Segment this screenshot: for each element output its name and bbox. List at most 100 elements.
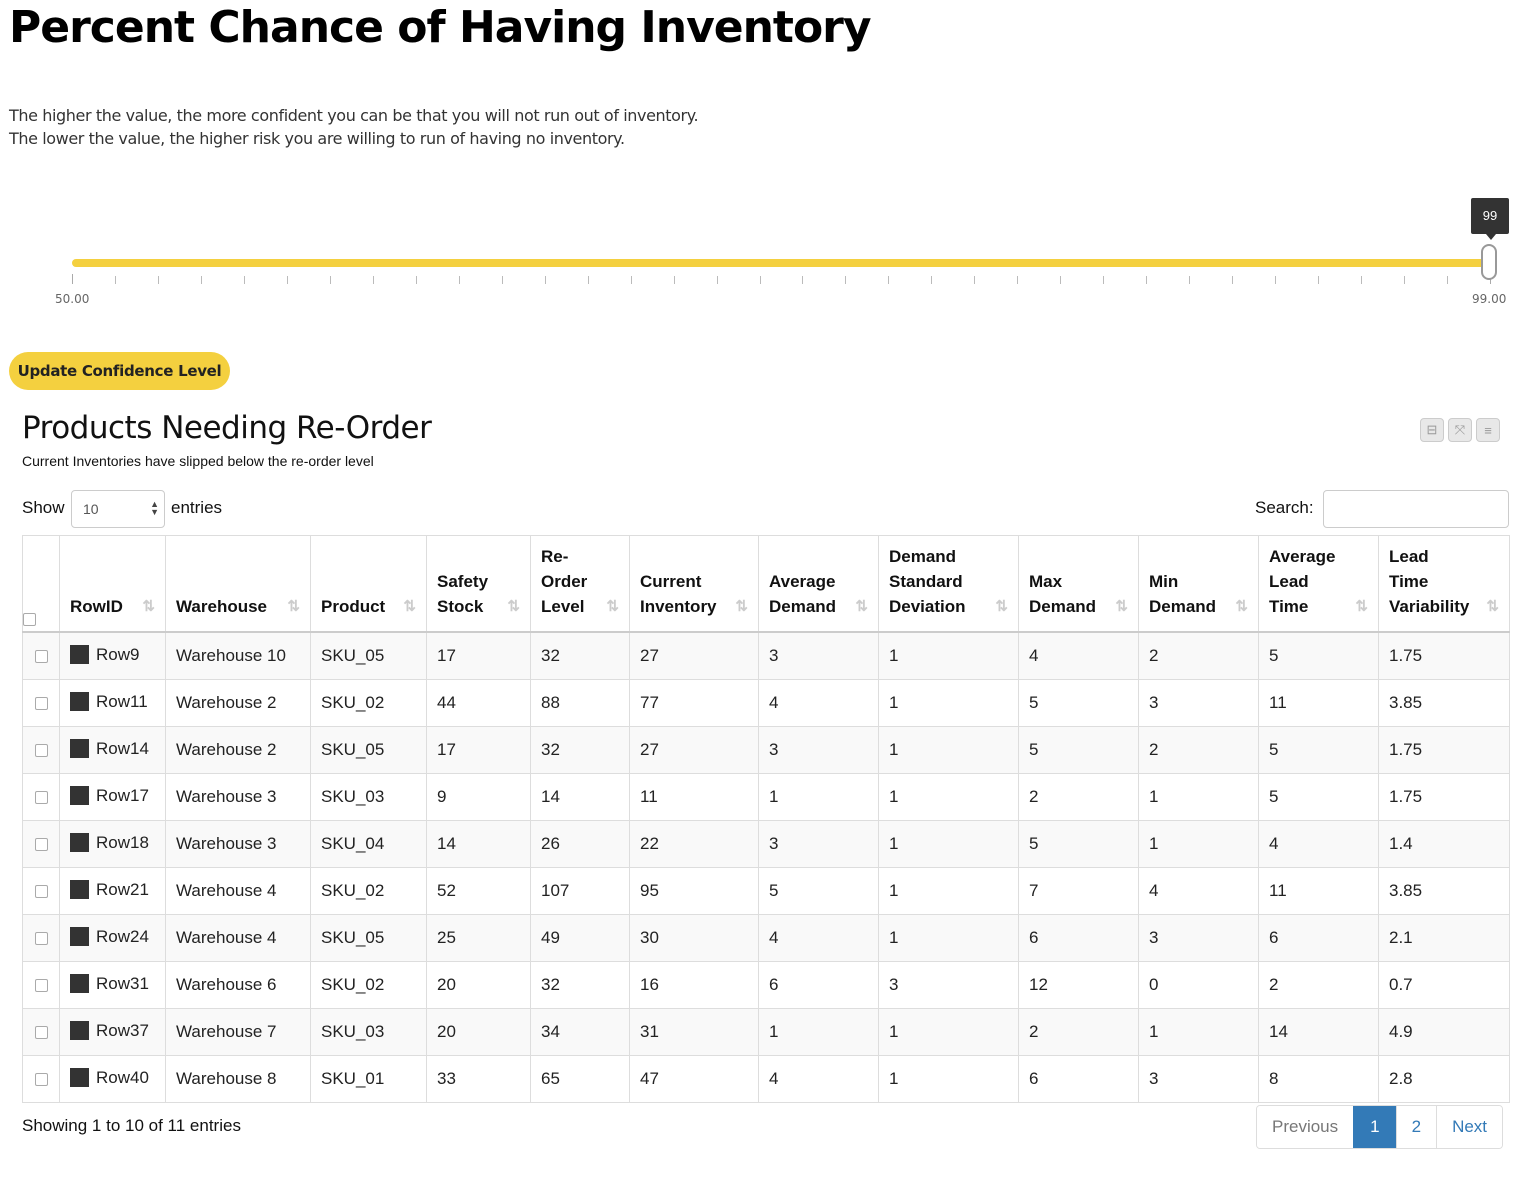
cell-value: Row37 — [96, 1021, 149, 1041]
cell-min-demand: 1 — [1138, 1007, 1259, 1056]
row-color-swatch — [70, 1067, 89, 1087]
page-button-1[interactable]: 1 — [1353, 1106, 1396, 1148]
sort-icon[interactable]: ⇅ — [606, 597, 619, 615]
row-checkbox[interactable] — [34, 649, 48, 663]
select-all-checkbox[interactable] — [23, 612, 36, 626]
sort-icon[interactable]: ⇅ — [142, 597, 155, 615]
row-checkbox[interactable] — [34, 1072, 48, 1086]
table-row[interactable]: Row31 Warehouse 6 SKU_02 20 32 16 6 3 12 0 2 0.7 — [22, 960, 1510, 1009]
cell-value: 107 — [541, 880, 570, 900]
row-checkbox[interactable] — [34, 790, 48, 804]
table-row[interactable]: Row21 Warehouse 4 SKU_02 52 107 95 5 1 7 4 11 3.85 — [22, 866, 1510, 915]
column-header-min-demand[interactable]: Min Demand ⇅ — [1138, 535, 1259, 633]
slider-tick — [888, 276, 889, 284]
table-row[interactable]: Row24 Warehouse 4 SKU_05 25 49 30 4 1 6 3 6 2.1 — [22, 913, 1510, 962]
row-checkbox[interactable] — [34, 978, 48, 992]
cell-reorder-level: 32 — [530, 725, 630, 774]
row-select-cell — [22, 819, 60, 868]
cell-safety-stock: 9 — [426, 772, 531, 821]
sort-icon[interactable]: ⇅ — [1115, 597, 1128, 615]
cell-avg-lead-time: 6 — [1258, 913, 1379, 962]
sort-icon[interactable]: ⇅ — [1235, 597, 1248, 615]
column-header-current-inventory[interactable]: Current Inventory ⇅ — [629, 535, 759, 633]
sort-icon[interactable]: ⇅ — [287, 597, 300, 615]
table-row[interactable]: Row18 Warehouse 3 SKU_04 14 26 22 3 1 5 1 4 1.4 — [22, 819, 1510, 868]
column-header-safety-stock[interactable]: Safety Stock ⇅ — [426, 535, 531, 633]
sort-icon[interactable]: ⇅ — [1486, 597, 1499, 615]
cell-value: 3.85 — [1389, 880, 1423, 900]
cell-average-demand: 4 — [758, 913, 879, 962]
row-checkbox[interactable] — [34, 696, 48, 710]
cell-value: 95 — [640, 880, 659, 900]
row-select-cell — [22, 1054, 60, 1103]
column-header-average-demand[interactable]: Average Demand ⇅ — [758, 535, 879, 633]
cell-value: Row24 — [96, 927, 149, 947]
table-row[interactable]: Row11 Warehouse 2 SKU_02 44 88 77 4 1 5 3 11 3.85 — [22, 678, 1510, 727]
column-header-max-demand[interactable]: Max Demand ⇅ — [1018, 535, 1139, 633]
table-body: Row9 Warehouse 10 SKU_05 17 32 27 3 1 4 2 5 1.75 Row… — [22, 631, 1510, 1103]
expand-icon[interactable]: ⤧ — [1448, 418, 1472, 442]
cell-value: 1 — [889, 645, 899, 665]
column-header-lead-time-var[interactable]: Lead Time Variability ⇅ — [1378, 535, 1510, 633]
row-checkbox[interactable] — [34, 1025, 48, 1039]
entries-length-select[interactable]: 10 ▲ ▼ — [71, 490, 165, 528]
row-checkbox[interactable] — [34, 931, 48, 945]
table-row[interactable]: Row37 Warehouse 7 SKU_03 20 34 31 1 1 2 1 14 4.9 — [22, 1007, 1510, 1056]
row-checkbox[interactable] — [34, 884, 48, 898]
column-header-demand-std[interactable]: Demand Standard Deviation ⇅ — [878, 535, 1019, 633]
sort-icon[interactable]: ⇅ — [735, 597, 748, 615]
row-select-cell — [22, 866, 60, 915]
confidence-slider[interactable]: 99 50.00 99.00 — [0, 190, 1536, 320]
cell-value: 52 — [437, 880, 456, 900]
slider-track[interactable] — [72, 259, 1490, 267]
cell-value: 11 — [1269, 692, 1287, 712]
cell-value: 1 — [889, 1021, 899, 1041]
table-row[interactable]: Row14 Warehouse 2 SKU_05 17 32 27 3 1 5 2 5 1.75 — [22, 725, 1510, 774]
cell-demand-std: 1 — [878, 913, 1019, 962]
column-header-label: Variability — [1389, 596, 1470, 616]
cell-value: 4.9 — [1389, 1021, 1413, 1041]
slider-tick — [201, 276, 202, 284]
menu-icon[interactable]: ≡ — [1476, 418, 1500, 442]
slider-handle[interactable] — [1481, 244, 1497, 280]
sort-icon[interactable]: ⇅ — [1355, 597, 1368, 615]
sort-icon[interactable]: ⇅ — [855, 597, 868, 615]
description-line-1: The higher the value, the more confident… — [9, 106, 699, 125]
column-header-reorder-level[interactable]: Re- Order Level ⇅ — [530, 535, 630, 633]
cell-value: Warehouse 7 — [176, 1021, 277, 1041]
column-header-rowid[interactable]: RowID ⇅ — [59, 535, 166, 633]
cell-lead-time-var: 2.8 — [1378, 1054, 1510, 1103]
cell-value: Warehouse 2 — [176, 692, 277, 712]
column-header-label: Average — [1269, 546, 1336, 566]
table-row[interactable]: Row40 Warehouse 8 SKU_01 33 65 47 4 1 6 3 8 2.8 — [22, 1054, 1510, 1103]
column-header-warehouse[interactable]: Warehouse ⇅ — [165, 535, 311, 633]
sort-icon[interactable]: ⇅ — [995, 597, 1008, 615]
table-row[interactable]: Row9 Warehouse 10 SKU_05 17 32 27 3 1 4 2 5 1.75 — [22, 631, 1510, 680]
cell-demand-std: 1 — [878, 1054, 1019, 1103]
sort-icon[interactable]: ⇅ — [403, 597, 416, 615]
row-color-swatch — [70, 691, 89, 711]
row-checkbox[interactable] — [34, 743, 48, 757]
table-row[interactable]: Row17 Warehouse 3 SKU_03 9 14 11 1 1 2 1 5 1.75 — [22, 772, 1510, 821]
cell-value: Row40 — [96, 1068, 149, 1088]
update-confidence-button[interactable]: Update Confidence Level — [9, 352, 230, 390]
column-header-label: Stock — [437, 596, 484, 616]
minimize-icon[interactable]: ⊟ — [1420, 418, 1444, 442]
search-input[interactable] — [1323, 490, 1509, 528]
slider-tick — [1103, 276, 1104, 284]
cell-value: 4 — [1029, 645, 1039, 665]
cell-warehouse: Warehouse 6 — [165, 960, 311, 1009]
cell-value: SKU_03 — [321, 1021, 385, 1041]
column-header-product[interactable]: Product ⇅ — [310, 535, 427, 633]
page-button-next[interactable]: Next — [1436, 1106, 1503, 1148]
cell-product: SKU_01 — [310, 1054, 427, 1103]
cell-rowid: Row11 — [59, 678, 166, 727]
column-header-label: Min — [1149, 571, 1179, 591]
cell-demand-std: 1 — [878, 725, 1019, 774]
page-button-2[interactable]: 2 — [1395, 1106, 1437, 1148]
sort-icon[interactable]: ⇅ — [507, 597, 520, 615]
description-line-2: The lower the value, the higher risk you… — [9, 129, 625, 148]
page-button-previous: Previous — [1257, 1106, 1354, 1148]
column-header-avg-lead-time[interactable]: Average Lead Time ⇅ — [1258, 535, 1379, 633]
row-checkbox[interactable] — [34, 837, 48, 851]
